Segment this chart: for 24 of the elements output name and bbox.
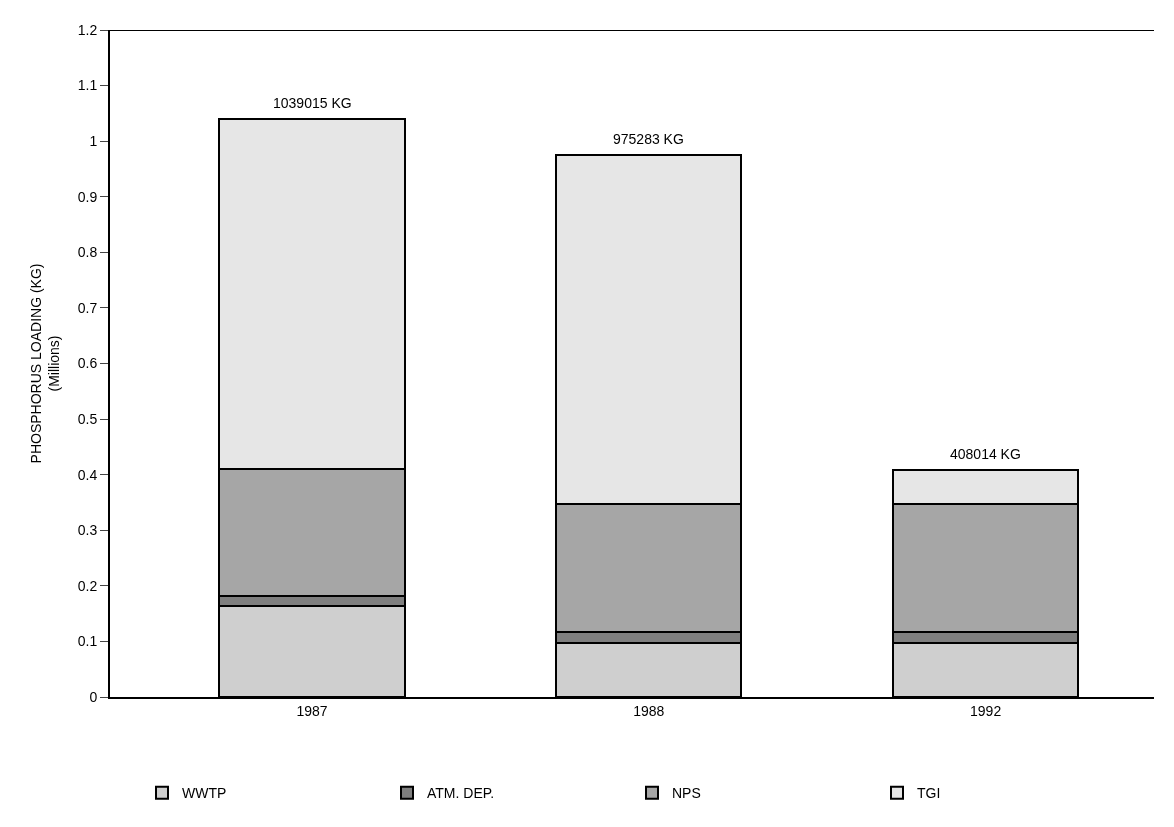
- y-tick-label: 1.1: [77, 77, 98, 94]
- annotation: 1039015 KG: [273, 95, 352, 111]
- y-tick-label: 0.4: [77, 466, 98, 483]
- y-tick-label: 0: [89, 688, 98, 705]
- legend-label: NPS: [672, 785, 701, 802]
- y-tick-label: 0.7: [77, 299, 98, 316]
- legend-label: ATM. DEP.: [427, 785, 495, 802]
- y-tick-label: 0.9: [77, 188, 98, 205]
- y-tick-label: 0.6: [77, 355, 98, 372]
- x-tick-label: 1987: [296, 702, 328, 719]
- legend-label: WWTP: [182, 785, 227, 802]
- y-tick-label: 0.3: [77, 522, 98, 539]
- y-tick-label: 1: [89, 133, 98, 150]
- y-tick-label: 0.8: [77, 244, 98, 261]
- y-tick-label: 0.2: [77, 577, 98, 594]
- legend-label: TGI: [917, 785, 941, 802]
- y-tick-label: 0.1: [77, 633, 98, 650]
- y-tick-label: 1.2: [77, 21, 98, 38]
- x-tick-label: 1988: [633, 702, 665, 719]
- x-tick-label: 1992: [970, 702, 1002, 719]
- y-tick-label: 0.5: [77, 410, 98, 427]
- annotation: 975283 KG: [613, 131, 684, 147]
- y-axis-title: PHOSPHORUS LOADING (KG) (Millions): [27, 263, 62, 464]
- annotation: 408014 KG: [950, 446, 1021, 462]
